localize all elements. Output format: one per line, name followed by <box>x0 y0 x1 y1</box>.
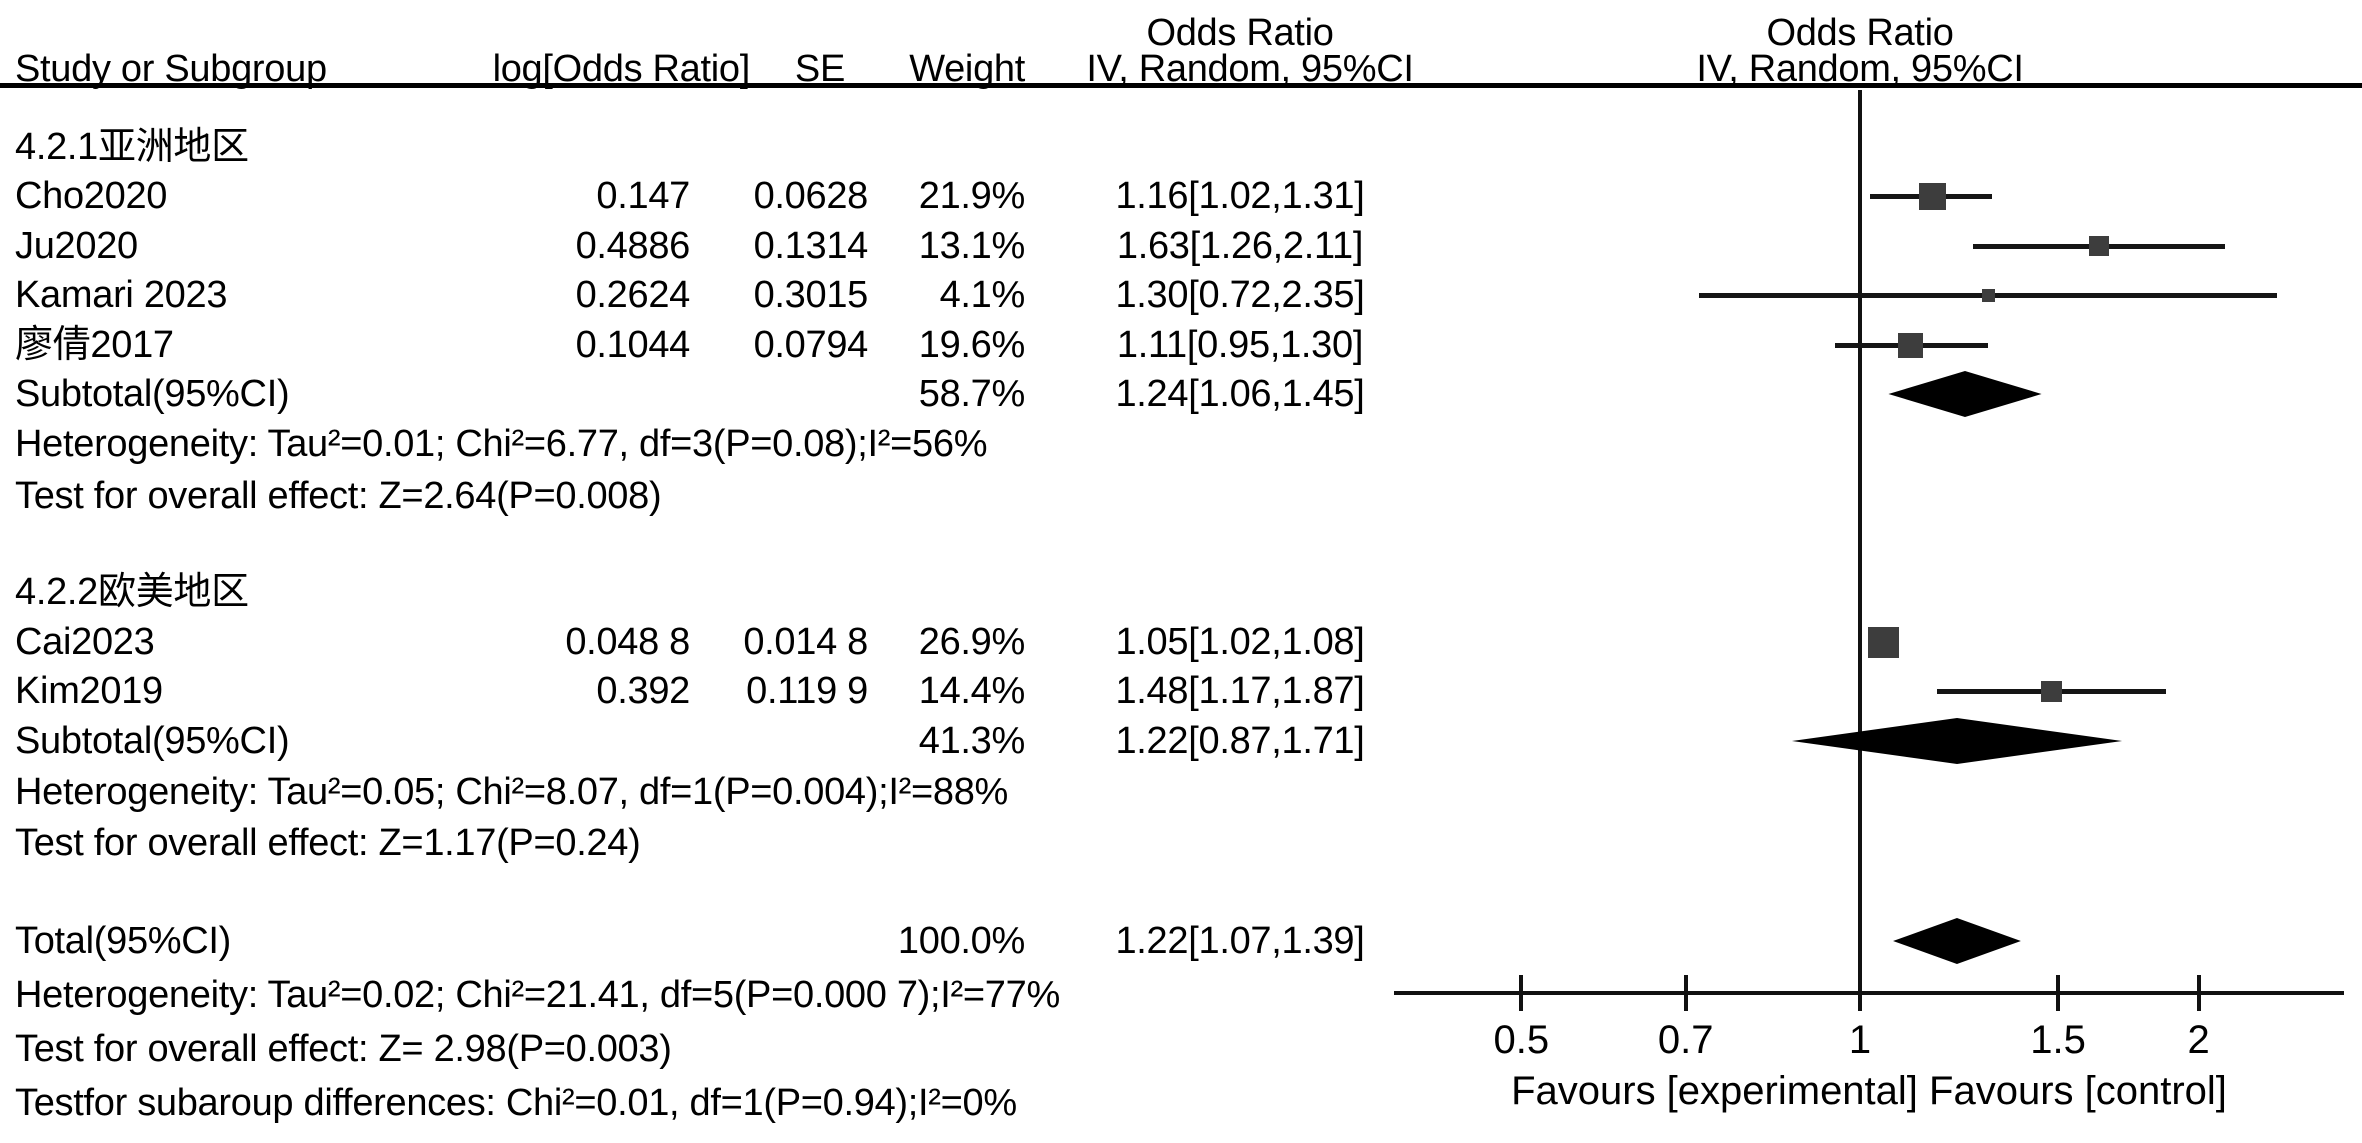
study-row-Kim2019-name: Kim2019 <box>15 670 163 712</box>
study-row-Cho2020-se: 0.0628 <box>753 175 869 217</box>
study-row-Ju2020-orci: 1.63[1.26,2.11] <box>1116 225 1364 267</box>
no-effect-line <box>1858 90 1862 993</box>
overall-effect-note-1: Test for overall effect: Z=2.64(P=0.008) <box>15 475 662 517</box>
study-row-Cai2023-weight: 26.9% <box>918 621 1026 663</box>
study-row-廖倩2017-se: 0.0794 <box>753 324 869 366</box>
study-row-Kim2019-se: 0.119 9 <box>746 670 868 712</box>
study-廖倩2017-effect-square <box>1898 332 1924 358</box>
header-rule <box>0 83 2362 88</box>
subtotal-row-1-name: Subtotal(95%CI) <box>15 373 290 415</box>
total-diamond <box>1893 918 2021 964</box>
study-row-Ju2020-name: Ju2020 <box>15 225 138 267</box>
study-row-廖倩2017-name: 廖倩2017 <box>15 324 174 366</box>
study-row-廖倩2017-weight: 19.6% <box>918 324 1026 366</box>
total-heterogeneity-note: Heterogeneity: Tau²=0.02; Chi²=21.41, df… <box>15 974 1060 1016</box>
study-row-Cho2020-weight: 21.9% <box>918 175 1026 217</box>
x-tick-label-0.7: 0.7 <box>1657 1018 1714 1062</box>
x-tick-0.7 <box>1683 975 1688 1011</box>
study-row-Kamari 2023-weight: 4.1% <box>939 274 1026 316</box>
subtotal-row-2-orci: 1.22[0.87,1.71] <box>1115 720 1365 762</box>
x-tick-label-1: 1 <box>1848 1018 1872 1062</box>
heterogeneity-note-1: Heterogeneity: Tau²=0.01; Chi²=6.77, df=… <box>15 423 988 465</box>
study-row-Cai2023-logor: 0.048 8 <box>565 621 690 663</box>
overall-effect-note-2: Test for overall effect: Z=1.17(P=0.24) <box>15 822 641 864</box>
study-row-Kim2019-orci: 1.48[1.17,1.87] <box>1115 670 1365 712</box>
subtotal-1-diamond <box>1888 371 2042 417</box>
subtotal-2-diamond <box>1791 718 2123 764</box>
or-column-header-line1-text: Odds Ratio <box>1146 12 1334 54</box>
x-tick-2 <box>2196 975 2201 1011</box>
x-tick-label-2: 2 <box>2187 1018 2210 1062</box>
x-tick-0.5 <box>1519 975 1524 1011</box>
study-row-Ju2020-se: 0.1314 <box>753 225 869 267</box>
heterogeneity-note-2: Heterogeneity: Tau²=0.05; Chi²=8.07, df=… <box>15 771 1009 813</box>
subgroup-label-2: 4.2.2欧美地区 <box>15 571 249 613</box>
study-row-Kim2019-logor: 0.392 <box>596 670 690 712</box>
study-row-Cho2020-logor: 0.147 <box>596 175 690 217</box>
subgroup-label-1: 4.2.1亚洲地区 <box>15 126 249 168</box>
study-row-Kamari 2023-se: 0.3015 <box>753 274 869 316</box>
x-axis-label: Favours [experimental] Favours [control] <box>1511 1069 2227 1113</box>
study-row-Ju2020-logor: 0.4886 <box>575 225 691 267</box>
study-row-Kamari 2023-logor: 0.2624 <box>575 274 691 316</box>
study-Cai2023-effect-square <box>1868 626 1900 658</box>
total-row-weight: 100.0% <box>897 920 1025 962</box>
or-column-header-line1: Odds Ratio <box>1146 8 1427 58</box>
study-row-Kamari 2023-name: Kamari 2023 <box>15 274 228 316</box>
subgroup-differences-note: Testfor subaroup differences: Chi²=0.01,… <box>15 1082 1017 1124</box>
study-row-Cai2023-name: Cai2023 <box>15 621 155 663</box>
study-row-Cho2020-orci: 1.16[1.02,1.31] <box>1115 175 1365 217</box>
total-row-orci: 1.22[1.07,1.39] <box>1115 920 1365 962</box>
study-row-Kamari 2023-orci: 1.30[0.72,2.35] <box>1115 274 1365 316</box>
study-row-Cai2023-se: 0.014 8 <box>743 621 868 663</box>
total-overall-effect-note: Test for overall effect: Z= 2.98(P=0.003… <box>15 1028 672 1070</box>
study-row-Cho2020-name: Cho2020 <box>15 175 168 217</box>
x-tick-label-0.5: 0.5 <box>1493 1018 1550 1062</box>
study-Cho2020-effect-square <box>1919 182 1946 210</box>
study-Ju2020-effect-square <box>2088 236 2109 256</box>
study-Kamari 2023-effect-square <box>1981 288 1995 302</box>
study-row-Ju2020-weight: 13.1% <box>918 225 1026 267</box>
subtotal-row-1-orci: 1.24[1.06,1.45] <box>1115 373 1365 415</box>
study-row-Kim2019-weight: 14.4% <box>918 670 1026 712</box>
study-row-廖倩2017-logor: 0.1044 <box>575 324 691 366</box>
x-tick-1.5 <box>2056 975 2061 1011</box>
x-tick-label-1.5: 1.5 <box>2030 1018 2086 1062</box>
subtotal-row-2-weight: 41.3% <box>918 720 1026 762</box>
study-row-Cai2023-orci: 1.05[1.02,1.08] <box>1115 621 1365 663</box>
study-row-廖倩2017-orci: 1.11[0.95,1.30] <box>1116 324 1364 366</box>
x-tick-1 <box>1858 975 1862 1011</box>
plot-header-line1: Odds Ratio <box>1766 12 1954 54</box>
x-axis-line <box>1394 991 2344 995</box>
study-Kim2019-effect-square <box>2041 680 2063 702</box>
subtotal-row-1-weight: 58.7% <box>918 373 1026 415</box>
subtotal-row-2-name: Subtotal(95%CI) <box>15 720 290 762</box>
total-row-name: Total(95%CI) <box>15 920 232 962</box>
